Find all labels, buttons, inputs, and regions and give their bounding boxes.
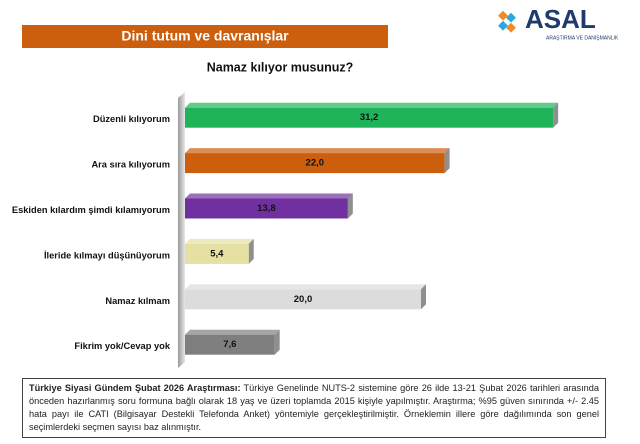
- category-label: Ara sıra kılıyorum: [91, 160, 170, 170]
- bar-top: [185, 329, 280, 335]
- bar: [185, 198, 348, 219]
- title-banner: [22, 25, 388, 48]
- value-label: 31,2: [360, 112, 379, 123]
- category-label: İleride kılmayı düşünüyorum: [44, 250, 170, 260]
- logo-subtext: ARAŞTIRMA VE DANIŞMANLIK: [546, 35, 619, 41]
- footnote-text: Türkiye Genelinde NUTS-2 sistemine göre …: [29, 383, 599, 432]
- value-label: 20,0: [294, 294, 313, 305]
- bar-top: [185, 238, 254, 244]
- chart-subtitle: Namaz kılıyor musunuz?: [207, 60, 354, 74]
- category-label: Fikrim yok/Cevap yok: [74, 341, 170, 351]
- logo: ASAL ARAŞTIRMA VE DANIŞMANLIK: [498, 4, 619, 41]
- bar-top: [185, 102, 559, 108]
- value-label: 13,8: [257, 203, 276, 214]
- value-label: 7,6: [223, 339, 236, 350]
- axis-wall: [178, 92, 185, 368]
- category-label: Düzenli kılıyorum: [93, 114, 170, 124]
- bar: [185, 153, 445, 174]
- bar: [185, 289, 421, 310]
- value-label: 5,4: [210, 248, 224, 259]
- chart: Dini tutum ve davranışlar ASAL ARAŞTIRMA…: [12, 4, 619, 368]
- bar: [185, 334, 275, 355]
- category-label: Eskiden kılardım şimdi kılamıyorum: [12, 205, 170, 215]
- bar-side: [347, 193, 353, 219]
- category-label: Namaz kılmam: [105, 296, 170, 306]
- bar-side: [553, 102, 559, 128]
- bar-side: [421, 284, 426, 310]
- bar: [185, 107, 554, 128]
- bar-side: [248, 238, 254, 264]
- bar-side: [274, 329, 280, 355]
- logo-text: ASAL: [525, 4, 596, 34]
- footnote: Türkiye Siyasi Gündem Şubat 2026 Araştır…: [22, 378, 606, 438]
- bar: [185, 243, 249, 264]
- bar-top: [185, 193, 353, 199]
- chart-title: Dini tutum ve davranışlar: [121, 28, 289, 44]
- value-label: 22,0: [306, 158, 325, 169]
- bar-top: [185, 284, 426, 290]
- footnote-title: Türkiye Siyasi Gündem Şubat 2026 Araştır…: [29, 383, 241, 393]
- bar-top: [185, 148, 450, 154]
- bar-side: [444, 148, 450, 174]
